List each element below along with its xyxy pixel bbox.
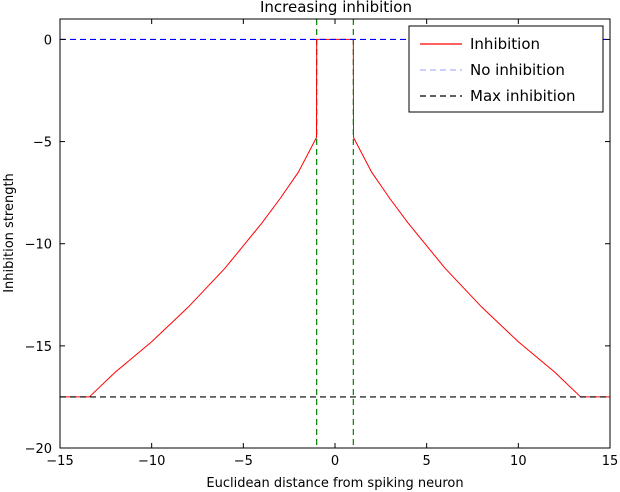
x-tick-label: 15 bbox=[602, 454, 619, 469]
legend: Inhibition No inhibition Max inhibition bbox=[408, 25, 604, 113]
y-axis-label: Inhibition strength bbox=[2, 173, 17, 293]
x-tick-label: −5 bbox=[234, 454, 253, 469]
y-tick-label: −15 bbox=[25, 340, 52, 355]
x-axis-label: Euclidean distance from spiking neuron bbox=[206, 476, 463, 491]
chart-title: Increasing inhibition bbox=[260, 0, 412, 16]
legend-box bbox=[408, 25, 604, 113]
y-tick-label: −5 bbox=[33, 136, 52, 151]
x-tick-label: 10 bbox=[510, 454, 527, 469]
plot-area bbox=[60, 19, 610, 448]
legend-label-1: Inhibition bbox=[470, 35, 540, 53]
x-tick-label: −10 bbox=[138, 454, 165, 469]
legend-label-3: Max inhibition bbox=[470, 87, 576, 105]
y-tick-label: −10 bbox=[25, 238, 52, 253]
x-tick-label: 5 bbox=[423, 454, 431, 469]
y-tick-label: −20 bbox=[25, 442, 52, 457]
x-tick-label: −15 bbox=[46, 454, 73, 469]
x-tick-label: 0 bbox=[331, 454, 339, 469]
y-tick-label: 0 bbox=[44, 33, 52, 48]
axis-ticks: −15 −10 −5 0 5 10 150−5−10−15−20 bbox=[25, 19, 619, 469]
legend-label-2: No inhibition bbox=[470, 61, 565, 79]
